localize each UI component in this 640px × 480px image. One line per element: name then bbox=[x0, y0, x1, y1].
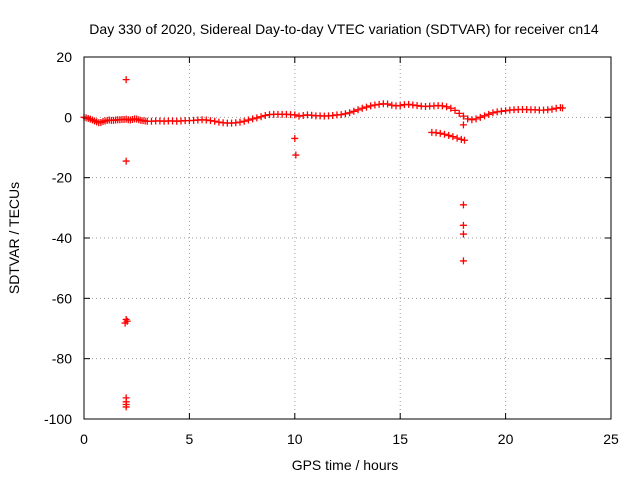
y-tick-label: -40 bbox=[52, 230, 72, 246]
data-point-outliers bbox=[122, 76, 130, 84]
y-axis-label: SDTVAR / TECUs bbox=[6, 182, 22, 294]
data-point-outliers bbox=[122, 157, 130, 165]
data-point-main_trace bbox=[362, 103, 370, 111]
data-point-outliers bbox=[459, 221, 467, 229]
data-point-main_trace bbox=[443, 103, 451, 111]
x-tick-label: 10 bbox=[287, 431, 303, 447]
y-tick-label: -20 bbox=[52, 170, 72, 186]
data-point-main_trace bbox=[438, 102, 446, 110]
data-point-main_trace bbox=[341, 110, 349, 118]
grid-lines bbox=[84, 57, 611, 419]
data-point-main_trace bbox=[384, 100, 392, 108]
data-point-lower_branch bbox=[440, 130, 448, 138]
data-point-main_trace bbox=[481, 112, 489, 120]
data-point-main_trace bbox=[244, 116, 252, 124]
data-point-main_trace bbox=[211, 117, 219, 125]
data-point-main_trace bbox=[548, 105, 556, 113]
data-point-lower_branch bbox=[453, 134, 461, 142]
data-point-main_trace bbox=[350, 107, 358, 115]
data-point-main_trace bbox=[240, 117, 248, 125]
y-tick-label: 20 bbox=[56, 49, 72, 65]
data-point-outliers bbox=[291, 134, 299, 142]
x-tick-label: 25 bbox=[603, 431, 619, 447]
x-tick-label: 15 bbox=[392, 431, 408, 447]
data-point-main_trace bbox=[464, 115, 472, 123]
data-point-main_trace bbox=[253, 114, 261, 122]
y-tick-label: 0 bbox=[64, 109, 72, 125]
data-point-lower_branch bbox=[460, 136, 468, 144]
data-points bbox=[80, 76, 567, 411]
data-point-lower_branch bbox=[436, 129, 444, 137]
data-point-main_trace bbox=[291, 111, 299, 119]
data-point-main_trace bbox=[485, 110, 493, 118]
data-point-outliers bbox=[292, 151, 300, 159]
data-point-outliers bbox=[459, 230, 467, 238]
plot-frame bbox=[83, 56, 612, 420]
data-point-main_trace bbox=[396, 102, 404, 110]
data-point-main_trace bbox=[447, 104, 455, 112]
data-point-main_trace bbox=[249, 115, 257, 123]
x-tick-label: 20 bbox=[498, 431, 514, 447]
y-tick-label: -80 bbox=[52, 351, 72, 367]
data-point-main_trace bbox=[476, 113, 484, 121]
data-point-outliers bbox=[459, 257, 467, 265]
data-point-lower_branch bbox=[449, 133, 457, 141]
data-point-main_trace bbox=[367, 102, 375, 110]
data-point-main_trace bbox=[358, 104, 366, 112]
data-point-lower_branch bbox=[445, 131, 453, 139]
y-tick-label: -60 bbox=[52, 290, 72, 306]
data-point-main_trace bbox=[559, 104, 567, 112]
x-axis-label: GPS time / hours bbox=[292, 457, 399, 473]
data-point-main_trace bbox=[337, 111, 345, 119]
chart-title: Day 330 of 2020, Sidereal Day-to-day VTE… bbox=[89, 21, 599, 37]
data-point-main_trace bbox=[257, 113, 265, 121]
data-point-lower_branch bbox=[457, 135, 465, 143]
data-point-main_trace bbox=[346, 109, 354, 117]
data-point-main_trace bbox=[451, 106, 459, 114]
data-point-outliers bbox=[122, 403, 130, 411]
data-point-main_trace bbox=[261, 112, 269, 120]
axis-ticks: -100 -80 -60 -40 -20 0 20 0 5 10 15 20 25 bbox=[44, 49, 619, 447]
data-point-outliers bbox=[459, 121, 467, 129]
data-point-main_trace bbox=[468, 116, 476, 124]
x-tick-label: 5 bbox=[186, 431, 194, 447]
data-point-main_trace bbox=[354, 106, 362, 114]
data-point-main_trace bbox=[455, 109, 463, 117]
data-point-outliers bbox=[121, 319, 129, 327]
data-point-outliers bbox=[459, 201, 467, 209]
x-tick-label: 0 bbox=[80, 431, 88, 447]
data-point-main_trace bbox=[472, 115, 480, 123]
data-point-main_trace bbox=[489, 109, 497, 117]
data-point-main_trace bbox=[459, 112, 467, 120]
y-tick-label: -100 bbox=[44, 411, 72, 427]
data-point-main_trace bbox=[236, 118, 244, 126]
